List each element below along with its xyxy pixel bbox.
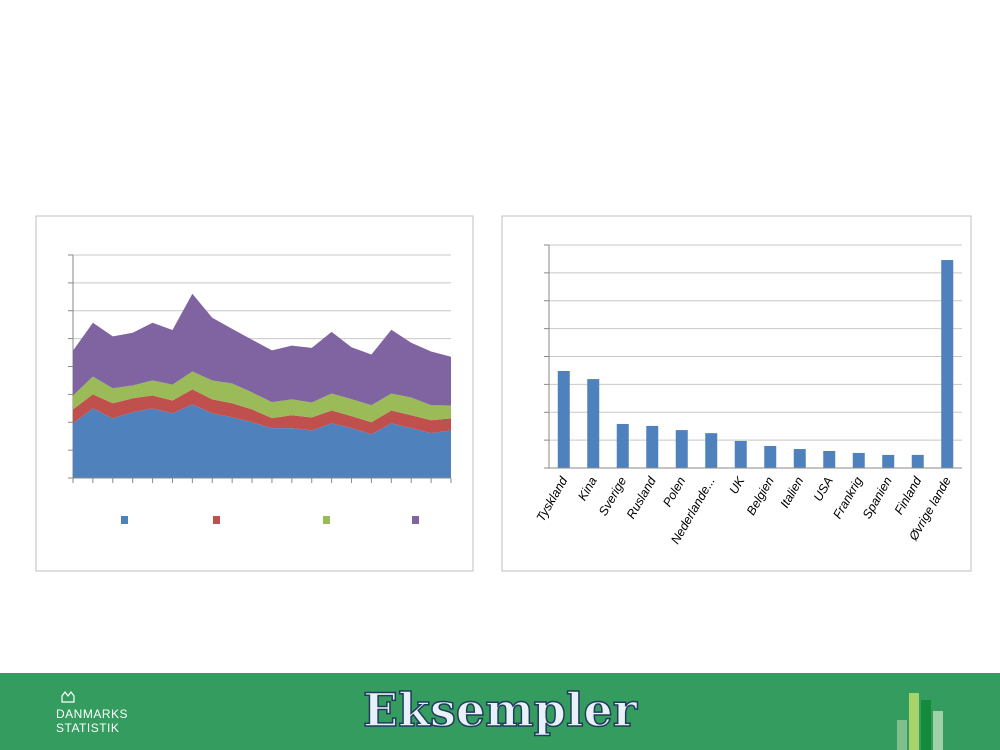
- bar: [882, 454, 895, 468]
- bar: [734, 440, 747, 468]
- footer-title: Eksempler: [363, 683, 638, 737]
- bar: [705, 433, 718, 468]
- decor-bar: [921, 700, 931, 750]
- bar: [823, 450, 836, 468]
- footer-band: [0, 673, 1000, 750]
- bar: [793, 449, 806, 468]
- bar: [941, 260, 954, 468]
- bar: [616, 423, 629, 468]
- chart-frame: [501, 215, 972, 572]
- legend-swatch: [412, 516, 419, 524]
- logo: DANMARKS STATISTIK: [56, 691, 128, 735]
- legend-swatch: [121, 516, 128, 524]
- decor-bar: [909, 693, 919, 750]
- logo-text: STATISTIK: [56, 721, 119, 735]
- crown-icon: [61, 691, 75, 703]
- bar: [911, 454, 924, 468]
- area: [73, 371, 451, 423]
- bar: [557, 370, 570, 468]
- logo-text: DANMARKS: [56, 707, 128, 721]
- decor-bars: [897, 693, 943, 750]
- bar: [764, 445, 777, 468]
- legend-swatch: [213, 516, 220, 524]
- bar: [587, 379, 600, 468]
- area: [73, 293, 451, 406]
- area: [73, 404, 451, 478]
- bar: [646, 425, 659, 468]
- legend-swatch: [323, 516, 330, 524]
- bar: [675, 430, 688, 468]
- area: [73, 389, 451, 435]
- decor-bar: [897, 720, 907, 750]
- decor-bar: [933, 711, 943, 750]
- bar: [852, 452, 865, 468]
